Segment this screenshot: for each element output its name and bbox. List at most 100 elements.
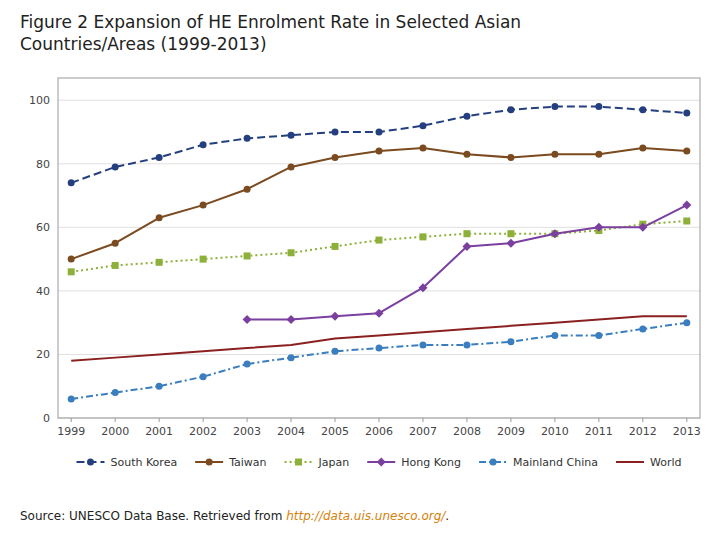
x-tick <box>554 418 555 422</box>
data-point <box>331 312 340 321</box>
data-point <box>200 141 207 148</box>
data-point <box>332 154 339 161</box>
data-point <box>551 332 558 339</box>
data-point <box>463 113 470 120</box>
source-part: . <box>445 509 449 523</box>
grid-line <box>58 290 700 291</box>
data-point <box>639 106 646 113</box>
x-tick-label: 2010 <box>541 425 569 438</box>
data-point <box>683 148 690 155</box>
legend-label: Taiwan <box>228 456 266 469</box>
data-point <box>463 341 470 348</box>
data-point <box>683 109 690 116</box>
legend-marker <box>206 459 213 466</box>
data-point <box>376 129 383 136</box>
data-point <box>244 252 251 259</box>
data-point <box>683 319 690 326</box>
legend-item: South Korea <box>76 456 177 469</box>
data-point <box>68 268 75 275</box>
y-tick-label: 80 <box>36 158 50 171</box>
data-point <box>112 389 119 396</box>
y-tick-label: 60 <box>36 221 50 234</box>
x-tick-label: 2009 <box>497 425 525 438</box>
series-line <box>71 316 687 360</box>
x-tick <box>291 418 292 422</box>
x-tick-label: 2013 <box>673 425 701 438</box>
x-tick <box>159 418 160 422</box>
data-point <box>375 309 384 318</box>
data-point <box>639 144 646 151</box>
x-tick <box>466 418 467 422</box>
x-tick-label: 2001 <box>145 425 173 438</box>
legend: South KoreaTaiwanJapanHong KongMainland … <box>76 456 681 469</box>
data-point <box>243 315 252 324</box>
data-point <box>156 383 163 390</box>
plot-background <box>58 78 700 418</box>
data-point <box>244 135 251 142</box>
grid-line <box>58 100 700 101</box>
data-point <box>595 151 602 158</box>
data-point <box>463 230 470 237</box>
data-point <box>550 229 559 238</box>
legend-marker <box>87 459 94 466</box>
series-line <box>247 205 687 319</box>
data-point <box>462 242 471 251</box>
x-tick-label: 2005 <box>321 425 349 438</box>
legend-label: Hong Kong <box>401 456 461 469</box>
legend-item: World <box>616 456 682 469</box>
data-point <box>200 202 207 209</box>
x-tick-label: 2007 <box>409 425 437 438</box>
source-note: Source: UNESCO Data Base. Retrieved from… <box>20 509 449 523</box>
x-tick <box>203 418 204 422</box>
data-point <box>507 338 514 345</box>
data-point <box>594 223 603 232</box>
data-point <box>376 148 383 155</box>
plot-frame <box>58 78 700 418</box>
series-line <box>71 107 687 183</box>
title: Figure 2 Expansion of HE Enrolment Rate … <box>20 12 521 54</box>
y-tick-label: 40 <box>36 285 50 298</box>
x-tick-label: 2008 <box>453 425 481 438</box>
data-point <box>332 243 339 250</box>
data-point <box>506 239 515 248</box>
data-point <box>682 201 691 210</box>
plot-area <box>68 103 692 402</box>
data-point <box>507 154 514 161</box>
legend-marker <box>490 459 497 466</box>
data-point <box>638 223 647 232</box>
data-point <box>507 230 514 237</box>
legend-label: Japan <box>318 456 350 469</box>
series-line <box>71 148 687 259</box>
data-point <box>288 163 295 170</box>
y-tick-label: 100 <box>29 94 50 107</box>
x-tick <box>379 418 380 422</box>
data-point <box>419 122 426 129</box>
data-point <box>156 154 163 161</box>
data-point <box>419 144 426 151</box>
legend-swatch <box>616 461 644 463</box>
series-line <box>71 323 687 399</box>
data-point <box>156 259 163 266</box>
x-tick <box>115 418 116 422</box>
x-tick <box>686 418 687 422</box>
data-point <box>551 230 558 237</box>
grid-line <box>58 163 700 164</box>
data-point <box>419 341 426 348</box>
data-point <box>112 240 119 247</box>
data-point <box>507 106 514 113</box>
y-tick-label: 0 <box>43 412 50 425</box>
data-point <box>683 217 690 224</box>
y-tick-label: 20 <box>36 348 50 361</box>
data-point <box>332 129 339 136</box>
data-point <box>463 151 470 158</box>
x-tick <box>71 418 72 422</box>
x-tick <box>335 418 336 422</box>
x-tick-label: 1999 <box>57 425 85 438</box>
legend-item: Japan <box>285 456 350 469</box>
x-tick-label: 2004 <box>277 425 305 438</box>
x-tick <box>598 418 599 422</box>
source-part: Source: UNESCO Data Base. Retrieved from <box>20 509 286 523</box>
legend-item: Hong Kong <box>367 456 461 469</box>
x-tick-label: 2012 <box>629 425 657 438</box>
legend-label: South Korea <box>110 456 177 469</box>
